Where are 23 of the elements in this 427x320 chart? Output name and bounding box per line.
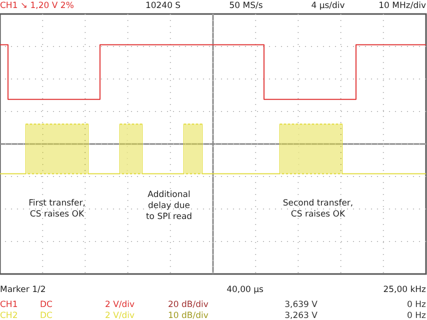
text: 25,00 kHz	[383, 285, 427, 295]
text: 10 MHz/div	[378, 1, 426, 11]
text: 50 MS/s	[229, 1, 264, 11]
text: 0 Hz	[407, 311, 427, 320]
text: 2 V/div	[105, 311, 135, 320]
text: 2 V/div	[105, 300, 135, 310]
text: DC	[40, 300, 53, 310]
text: 0 Hz	[407, 300, 427, 310]
text: 4 µs/div	[311, 1, 345, 11]
text: Marker 1/2	[0, 285, 46, 295]
text: Second transfer, CS raises OK	[282, 198, 354, 220]
text: 10240 S	[145, 1, 181, 11]
text: CH1 ↘ 1,20 V 2%	[0, 1, 74, 11]
text: CH2	[0, 311, 18, 320]
text: 20 dB/div	[168, 300, 208, 310]
text: 10 dB/div	[168, 311, 208, 320]
text: Additional delay due to SPI read	[146, 190, 192, 222]
text: First transfer, CS raises OK	[28, 198, 86, 220]
text: 3,263 V	[284, 311, 318, 320]
text: 40,00 µs	[226, 285, 264, 295]
text: DC	[40, 311, 53, 320]
text: 3,639 V	[284, 300, 318, 310]
text: CH1	[0, 300, 18, 310]
